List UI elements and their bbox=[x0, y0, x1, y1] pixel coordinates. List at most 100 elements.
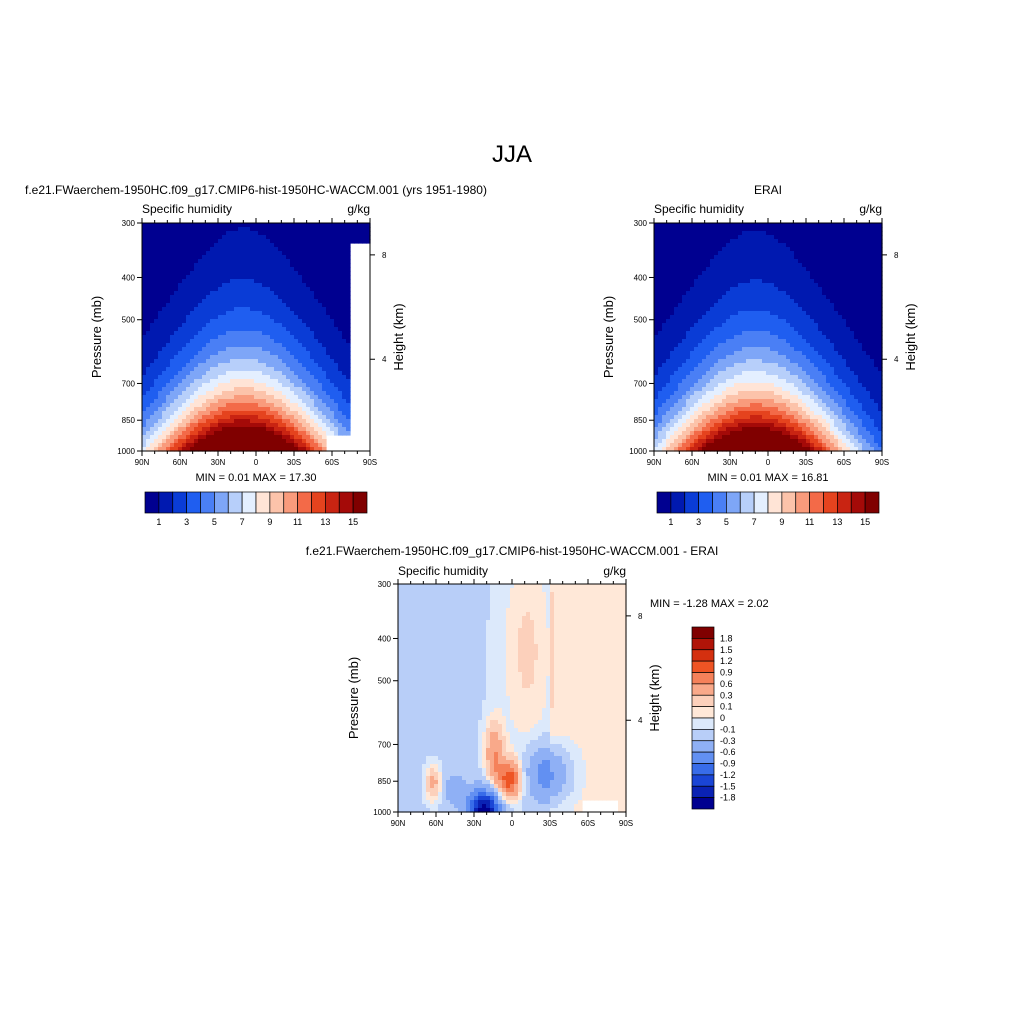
contour-cell bbox=[782, 335, 787, 340]
contour-cell bbox=[242, 347, 247, 352]
contour-cell bbox=[270, 291, 275, 296]
contour-cell bbox=[682, 283, 687, 288]
contour-cell bbox=[150, 383, 155, 388]
contour-cell bbox=[226, 299, 231, 304]
contour-cell bbox=[726, 259, 731, 264]
contour-cell bbox=[270, 443, 275, 448]
contour-cell bbox=[238, 359, 243, 364]
contour-cell bbox=[314, 279, 319, 284]
contour-cell bbox=[290, 315, 295, 320]
contour-cell bbox=[202, 291, 207, 296]
contour-cell bbox=[670, 331, 675, 336]
contour-cell bbox=[274, 307, 279, 312]
contour-cell bbox=[310, 275, 315, 280]
contour-cell bbox=[734, 351, 739, 356]
contour-cell bbox=[198, 243, 203, 248]
contour-cell bbox=[270, 299, 275, 304]
contour-cell bbox=[662, 347, 667, 352]
contour-cell bbox=[706, 375, 711, 380]
contour-cell bbox=[322, 331, 327, 336]
contour-cell bbox=[198, 415, 203, 420]
contour-cell bbox=[142, 315, 147, 320]
contour-cell bbox=[218, 239, 223, 244]
contour-cell bbox=[146, 415, 151, 420]
contour-cell bbox=[198, 255, 203, 260]
contour-cell bbox=[326, 383, 331, 388]
contour-cell bbox=[722, 367, 727, 372]
contour-cell bbox=[750, 307, 755, 312]
right-axis-label: Height (km) bbox=[903, 303, 918, 370]
contour-cell bbox=[214, 423, 219, 428]
contour-cell bbox=[314, 363, 319, 368]
contour-cell bbox=[758, 403, 763, 408]
contour-cell bbox=[674, 271, 679, 276]
contour-cell bbox=[162, 251, 167, 256]
contour-cell bbox=[142, 419, 147, 424]
contour-cell bbox=[318, 307, 323, 312]
contour-cell bbox=[710, 235, 715, 240]
contour-cell bbox=[170, 235, 175, 240]
contour-cell bbox=[330, 371, 335, 376]
contour-cell bbox=[234, 391, 239, 396]
contour-cell bbox=[254, 351, 259, 356]
contour-cell bbox=[734, 303, 739, 308]
contour-cell bbox=[722, 403, 727, 408]
contour-cell bbox=[182, 431, 187, 436]
contour-cell bbox=[314, 379, 319, 384]
contour-cell bbox=[294, 391, 299, 396]
contour-cell bbox=[290, 223, 295, 228]
contour-cell bbox=[182, 351, 187, 356]
contour-cell bbox=[662, 299, 667, 304]
contour-cell bbox=[298, 367, 303, 372]
contour-cell bbox=[718, 299, 723, 304]
contour-cell bbox=[722, 235, 727, 240]
contour-cell bbox=[254, 271, 259, 276]
contour-cell bbox=[166, 435, 171, 440]
contour-cell bbox=[158, 247, 163, 252]
contour-cell bbox=[718, 431, 723, 436]
contour-cell bbox=[298, 295, 303, 300]
contour-cell bbox=[698, 367, 703, 372]
contour-cell bbox=[206, 283, 211, 288]
contour-cell bbox=[302, 271, 307, 276]
contour-cell bbox=[774, 359, 779, 364]
contour-cell bbox=[178, 351, 183, 356]
contour-cell bbox=[322, 315, 327, 320]
contour-cell bbox=[194, 335, 199, 340]
contour-cell bbox=[294, 287, 299, 292]
contour-cell bbox=[202, 431, 207, 436]
contour-cell bbox=[666, 419, 671, 424]
contour-cell bbox=[266, 403, 271, 408]
contour-cell bbox=[302, 387, 307, 392]
contour-cell bbox=[190, 363, 195, 368]
contour-cell bbox=[666, 315, 671, 320]
y-tick-label: 400 bbox=[122, 273, 136, 282]
contour-cell bbox=[758, 383, 763, 388]
contour-cell bbox=[778, 411, 783, 416]
contour-cell bbox=[286, 403, 291, 408]
contour-cell bbox=[246, 271, 251, 276]
contour-cell bbox=[142, 263, 147, 268]
contour-cell bbox=[778, 447, 783, 452]
contour-cell bbox=[702, 419, 707, 424]
contour-cell bbox=[706, 399, 711, 404]
contour-cell bbox=[170, 227, 175, 232]
contour-cell bbox=[682, 323, 687, 328]
contour-cell bbox=[774, 303, 779, 308]
contour-cell bbox=[210, 435, 215, 440]
contour-cell bbox=[250, 299, 255, 304]
contour-cell bbox=[722, 323, 727, 328]
contour-cell bbox=[670, 379, 675, 384]
contour-cell bbox=[322, 327, 327, 332]
contour-cell bbox=[762, 447, 767, 452]
contour-cell bbox=[150, 375, 155, 380]
contour-cell bbox=[242, 227, 247, 232]
contour-cell bbox=[162, 239, 167, 244]
contour-cell bbox=[186, 255, 191, 260]
contour-cell bbox=[286, 355, 291, 360]
contour-cell bbox=[342, 295, 347, 300]
contour-cell bbox=[662, 267, 667, 272]
contour-cell bbox=[674, 335, 679, 340]
contour-cell bbox=[250, 323, 255, 328]
contour-cell bbox=[342, 283, 347, 288]
